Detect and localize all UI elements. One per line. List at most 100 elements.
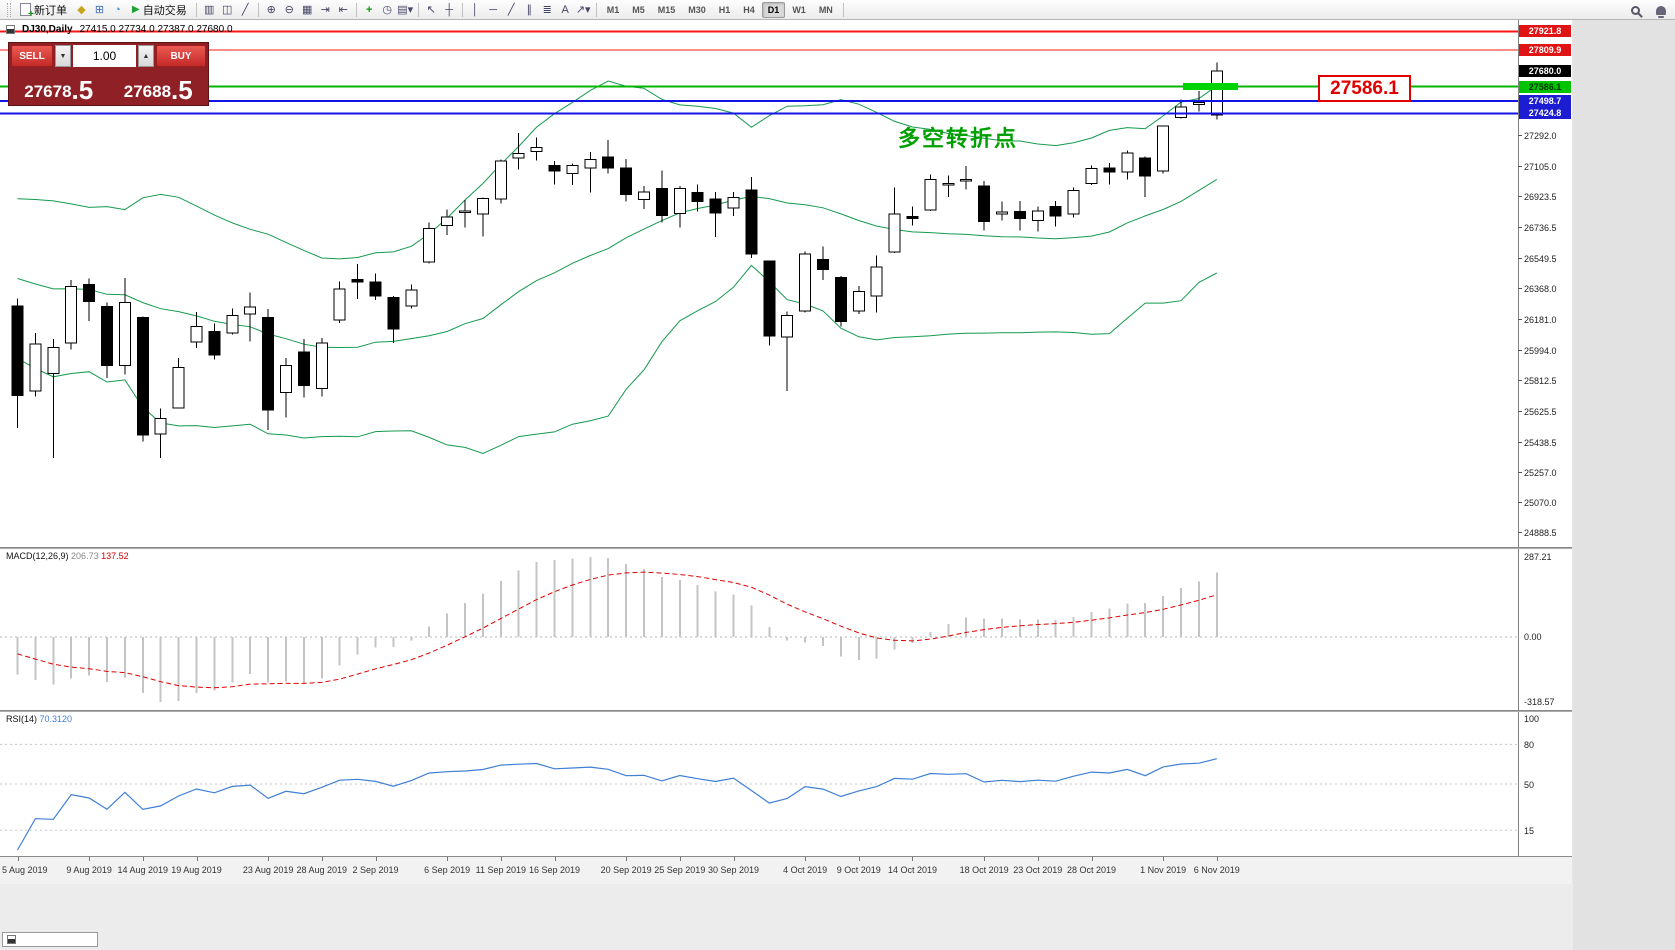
highlight-segment[interactable] [1183,83,1238,91]
chart-tab[interactable] [2,932,98,947]
macd-histogram [16,557,1218,702]
timeframe-H1[interactable]: H1 [718,4,731,15]
search-icon[interactable] [1627,2,1644,19]
workspace-background [1573,20,1675,950]
indicators-icon[interactable]: + [365,3,373,16]
axis-price-tag-27809.9: 27809.9 [1519,43,1571,56]
new-order-button[interactable]: 新订单 [15,1,72,20]
rsi-scale-50: 50 [1524,780,1535,790]
macd-pane [0,557,1518,702]
periods-icon[interactable]: ◷ [382,4,392,16]
macd-signal-line [17,571,1217,689]
mql-editor-icon[interactable]: ◆ [77,4,86,16]
y-axis-tick [1518,135,1522,136]
volume-increase-button[interactable]: ▲ [138,45,154,67]
x-axis-label: 30 Sep 2019 [707,865,760,875]
buy-button[interactable]: BUY [156,45,206,67]
toolbar-separator [417,2,419,17]
volume-input[interactable]: 1.00 [73,45,136,67]
sell-button[interactable]: SELL [11,45,53,67]
trendline-icon[interactable]: ╱ [507,4,515,16]
timeframe-M1[interactable]: M1 [606,4,620,15]
x-axis-tick [197,857,198,861]
x-axis-tick [555,857,556,861]
auto-scroll-icon[interactable]: ⇥ [320,4,330,16]
x-axis-label: 2 Sep 2019 [352,865,399,875]
y-axis-label: 27105.0 [1524,162,1557,173]
alerts-icon[interactable]: ◔ [114,3,121,16]
y-axis-label: 26181.0 [1524,314,1557,325]
autotrading-button[interactable]: ▶ 自动交易 [127,1,192,19]
axis-price-tag-27498.7: 27498.7 [1519,95,1571,108]
macd-scale-bottom: -318.57 [1524,697,1555,707]
date-axis[interactable]: 5 Aug 2019 9 Aug 2019 14 Aug 2019 19 Aug 20… [0,856,1572,884]
rsi-scale-100: 100 [1524,714,1540,724]
timeframe-M15[interactable]: M15 [657,4,676,15]
toolbar-separator [842,2,844,17]
autotrading-icon: ▶ [132,4,140,15]
y-axis-label: 26368.0 [1524,283,1557,294]
toolbar-separator [355,2,357,17]
chart-window: DJ30,Daily 27415.0 27734.0 27387.0 27680… [0,20,1572,884]
timeframe-D1[interactable]: D1 [761,1,786,18]
zoom-in-icon[interactable]: ⊕ [266,4,276,16]
y-axis-label: 26736.5 [1524,223,1557,234]
x-axis-tick [18,857,19,861]
templates-icon[interactable]: ▤▾ [397,4,414,16]
y-axis-tick [1518,288,1522,289]
text-icon[interactable]: A [561,3,569,16]
profiles-icon[interactable]: ⊞ [94,4,105,16]
x-axis-tick [501,857,502,861]
timeframe-M30[interactable]: M30 [688,4,706,15]
zoom-out-icon[interactable]: ⊖ [284,4,294,16]
price-axis[interactable] [1518,20,1572,856]
y-axis-label: 26923.5 [1524,192,1557,203]
timeframe-H4[interactable]: H4 [743,4,755,15]
timeframe-M5[interactable]: M5 [632,4,645,15]
x-axis-tick [680,857,681,861]
macd-scale-zero: 0.00 [1524,632,1542,642]
timeframe-W1[interactable]: W1 [792,4,806,15]
macd-main-value: 206.73 [71,551,99,561]
chart-shift-icon[interactable]: ⇤ [338,4,348,16]
y-axis-label: 25438.5 [1524,437,1557,448]
fibonacci-icon[interactable]: ≣ [542,4,552,16]
pane-separator[interactable] [0,710,1572,712]
channel-icon[interactable]: ∥ [526,4,532,16]
x-axis-tick [912,857,913,861]
horizontal-line-icon[interactable]: ─ [489,3,498,16]
price-callout[interactable]: 27586.1 [1318,75,1411,102]
axis-price-tag-27586.1: 27586.1 [1519,80,1571,93]
x-axis-label: 9 Oct 2019 [836,865,881,875]
x-axis-tick [984,857,985,861]
pane-separator[interactable] [0,547,1572,549]
y-axis-tick [1518,258,1522,259]
sell-price: 27678.5 [24,75,94,105]
volume-decrease-button[interactable]: ▼ [55,45,71,67]
y-axis-label: 25994.0 [1524,345,1557,356]
arrows-icon[interactable]: ↗▾ [575,4,591,16]
candlestick-chart-icon[interactable]: ◫ [222,4,233,16]
notifications-icon[interactable] [1652,2,1669,19]
cursor-icon[interactable]: ↖ [426,4,436,16]
y-axis-label: 25070.0 [1524,498,1557,509]
tile-windows-icon[interactable]: ▦ [302,4,313,16]
crosshair-icon[interactable]: ┼ [445,3,454,16]
x-axis-label: 25 Sep 2019 [654,865,706,875]
timeframe-MN[interactable]: MN [818,4,833,15]
x-axis-tick [626,857,627,861]
chart-title: DJ30,Daily 27415.0 27734.0 27387.0 27680… [6,24,233,35]
bollinger-bands [17,80,1218,455]
chart-tab-icon [7,935,16,944]
y-axis-label: 25812.5 [1524,375,1557,386]
line-chart-icon[interactable]: ╱ [241,4,249,16]
vertical-line-icon[interactable]: │ [471,3,479,16]
macd-signal-value: 137.52 [101,551,129,561]
bar-chart-icon[interactable]: ▥ [204,4,215,16]
chart-icon [6,25,15,34]
price-chart-canvas[interactable] [0,20,1518,547]
x-axis-tick [447,857,448,861]
chart-annotation[interactable]: 多空转折点 [898,126,1019,151]
x-axis-label: 14 Aug 2019 [117,865,169,875]
horizontal-lines [0,30,1518,115]
